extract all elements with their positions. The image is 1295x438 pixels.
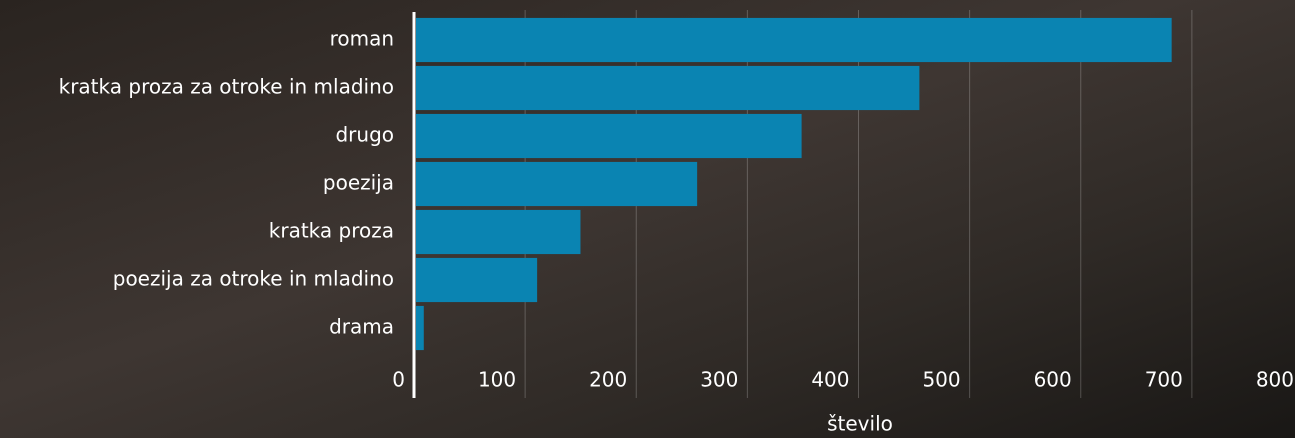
y-tick-label: poezija za otroke in mladino: [113, 267, 394, 291]
y-tick-label: poezija: [323, 171, 394, 195]
y-tick-label: roman: [330, 27, 394, 51]
bar: [416, 113, 802, 159]
x-tick-label: 600: [1034, 368, 1072, 392]
y-tick-label: drugo: [335, 123, 394, 147]
bar: [416, 209, 581, 255]
x-tick-label: 800: [1256, 368, 1294, 392]
y-tick-label: kratka proza: [269, 219, 394, 243]
x-axis-label: število: [827, 412, 893, 436]
bar: [416, 161, 698, 207]
bar: [416, 305, 424, 351]
x-tick-label: 400: [811, 368, 849, 392]
x-tick-label: 500: [922, 368, 960, 392]
bar: [416, 17, 1172, 63]
y-tick-label: drama: [329, 315, 394, 339]
x-tick-label: 200: [589, 368, 627, 392]
x-tick-label: 0: [392, 368, 405, 392]
x-tick-label: 100: [478, 368, 516, 392]
bar: [416, 65, 920, 111]
x-tick-label: 700: [1145, 368, 1183, 392]
x-tick-label: 300: [700, 368, 738, 392]
bar: [416, 257, 538, 303]
y-tick-label: kratka proza za otroke in mladino: [59, 75, 394, 99]
